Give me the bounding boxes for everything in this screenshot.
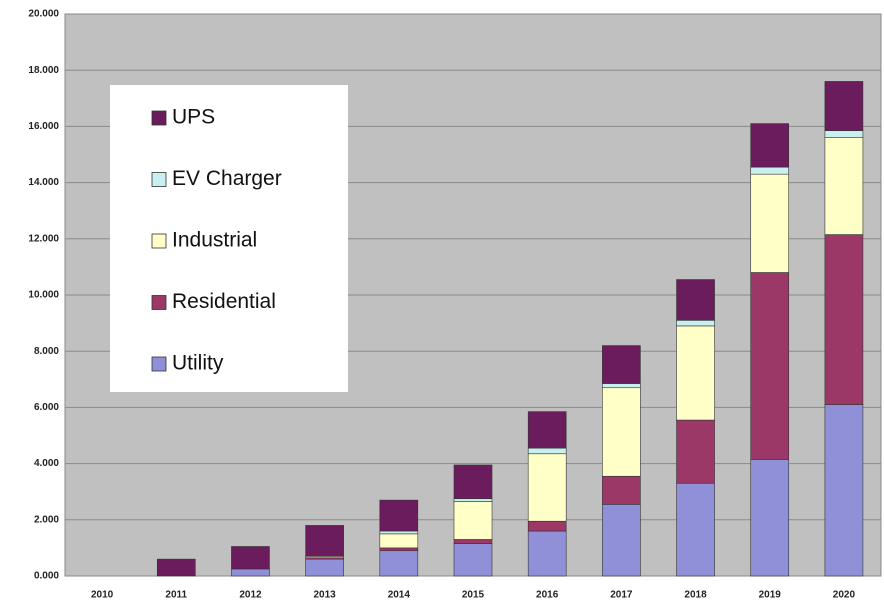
y-tick-label: 14.000 (28, 177, 59, 188)
bar-segment (676, 419, 715, 484)
x-tick-label: 2017 (610, 590, 633, 601)
bar-segment (824, 234, 864, 405)
x-tick-label: 2015 (462, 590, 485, 601)
bar-segment (379, 547, 419, 552)
bar-segment (453, 543, 493, 577)
bar-segment (527, 411, 567, 449)
bar-segment (453, 498, 493, 502)
y-tick-label: 4.000 (34, 458, 59, 469)
bar-segment (750, 272, 790, 460)
x-tick-label: 2018 (684, 590, 707, 601)
legend-label: EV Charger (172, 167, 282, 190)
bar-segment (527, 520, 567, 532)
bar-segment (231, 568, 270, 577)
bar-segment (676, 279, 715, 321)
bar-segment (527, 530, 567, 577)
bar-segment (602, 383, 641, 389)
legend-label: Residential (172, 290, 276, 313)
x-tick-label: 2011 (165, 590, 187, 601)
x-tick-label: 2016 (536, 590, 559, 601)
bar-segment (527, 453, 567, 522)
bar-segment (156, 558, 196, 577)
bar-segment (231, 546, 270, 570)
bar-segment (602, 387, 641, 477)
bar-segment (824, 130, 864, 138)
x-tick-label: 2010 (91, 590, 114, 601)
bar-segment (750, 123, 790, 168)
y-tick-label: 12.000 (28, 233, 59, 244)
legend-box (110, 85, 348, 392)
bar-segment (305, 525, 344, 557)
x-tick-label: 2012 (239, 590, 262, 601)
x-tick-label: 2019 (759, 590, 782, 601)
y-tick-label: 8.000 (34, 346, 59, 357)
bar-segment (824, 137, 864, 235)
legend-label: Utility (172, 352, 224, 375)
bar-segment (379, 499, 419, 532)
bar-segment (379, 550, 419, 577)
bar-segment (750, 459, 790, 577)
x-tick-label: 2013 (314, 590, 337, 601)
legend-label: UPS (172, 106, 215, 129)
bar-segment (453, 501, 493, 540)
y-tick-label: 18.000 (28, 65, 59, 76)
y-tick-label: 10.000 (28, 290, 59, 301)
y-tick-label: 2.000 (34, 514, 59, 525)
bar-segment (824, 81, 864, 131)
bar-segment (527, 447, 567, 455)
bar-segment (750, 173, 790, 273)
bar-segment (379, 530, 419, 535)
y-tick-label: 6.000 (34, 402, 59, 413)
bar-segment (602, 475, 641, 505)
x-tick-label: 2020 (833, 590, 856, 601)
legend-label: Industrial (172, 229, 257, 252)
legend-swatch (151, 356, 167, 372)
bar-segment (602, 345, 641, 384)
legend-swatch (151, 233, 167, 249)
y-tick-label: 20.000 (28, 9, 59, 20)
bar-segment (453, 539, 493, 544)
legend-swatch (151, 295, 167, 310)
bar-segment (676, 325, 715, 421)
bar-segment (750, 166, 790, 175)
bar-segment (676, 482, 715, 577)
y-tick-label: 16.000 (28, 121, 59, 132)
bar-segment (676, 319, 715, 327)
bar-segment (379, 533, 419, 549)
legend-swatch (151, 110, 167, 126)
bar-segment (602, 504, 641, 577)
bar-segment (305, 558, 344, 577)
bar-segment (453, 464, 493, 500)
bar-segment (824, 404, 864, 577)
y-tick-label: 0.000 (34, 571, 59, 582)
legend-swatch (151, 172, 167, 187)
x-tick-label: 2014 (388, 590, 411, 601)
